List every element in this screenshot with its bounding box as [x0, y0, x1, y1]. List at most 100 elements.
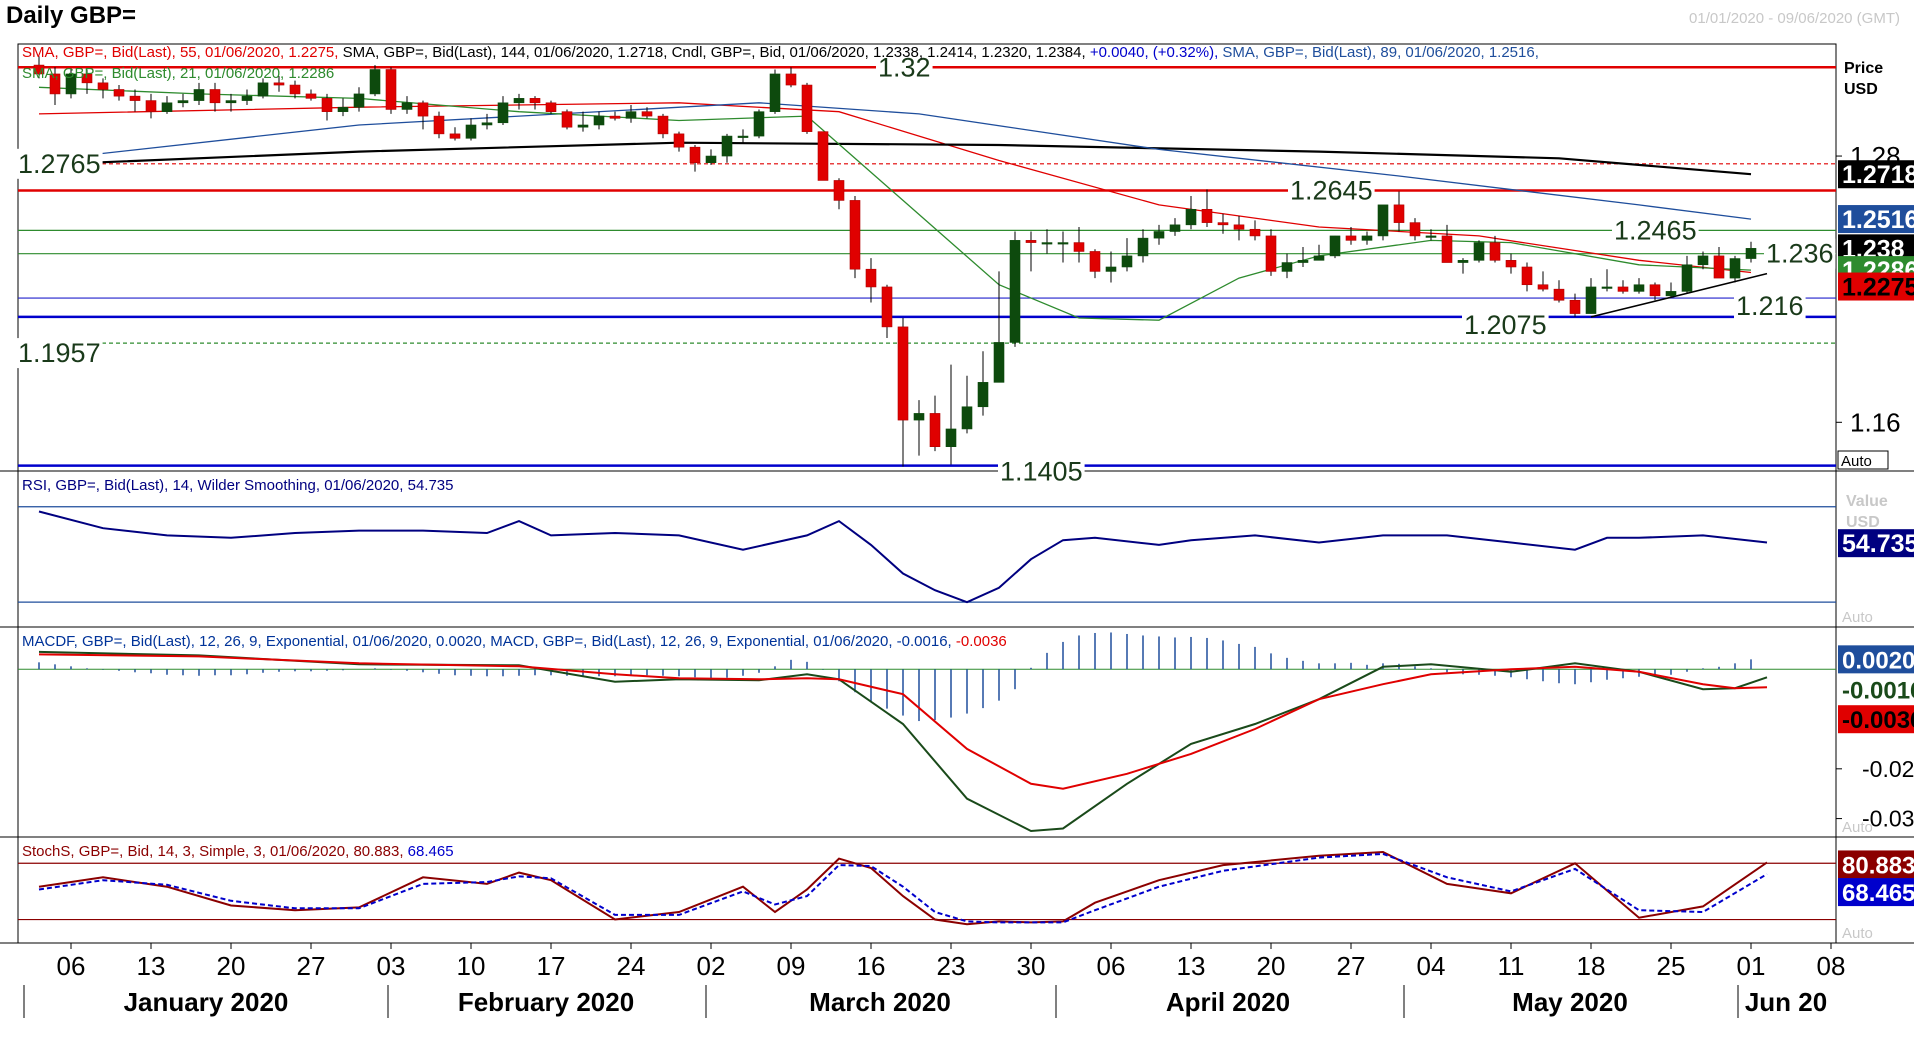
candle-body	[417, 102, 429, 117]
legend-segment: SMA, GBP=, Bid(Last), 144, 01/06/2020, 1…	[338, 44, 667, 61]
candles	[33, 56, 1757, 467]
price-tag	[1838, 675, 1914, 704]
price-tag-label: 68.465	[1842, 880, 1914, 907]
candle-body	[1329, 235, 1341, 257]
candle-body	[801, 84, 813, 132]
legend-text: StochS, GBP=, Bid, 14, 3, Simple, 3, 01/…	[22, 843, 454, 860]
level-label-bg	[16, 338, 103, 369]
price-tag-label: -0.0016	[1842, 677, 1914, 704]
stoch-line	[38, 852, 1768, 924]
month-label: February 2020	[458, 987, 634, 1017]
candle-body	[1649, 284, 1661, 297]
price-tag	[1838, 850, 1914, 879]
candle-body	[1249, 228, 1261, 237]
month-label: January 2020	[124, 987, 289, 1017]
candle-body	[193, 89, 205, 101]
candle-body	[865, 268, 877, 288]
legend-text: MACDF, GBP=, Bid(Last), 12, 26, 9, Expon…	[22, 633, 1007, 650]
candle-body	[81, 73, 93, 84]
candle-body	[1041, 242, 1053, 245]
candle-body	[1297, 260, 1309, 263]
price-tag	[1838, 878, 1914, 907]
candle-body	[721, 135, 733, 157]
candle-body	[577, 124, 589, 128]
month-label: March 2020	[809, 987, 951, 1017]
level-label-bg	[1462, 309, 1549, 340]
x-tick-label: 27	[1337, 951, 1366, 981]
month-label: May 2020	[1512, 987, 1628, 1017]
candle-body	[1009, 240, 1021, 343]
candle-body	[289, 84, 301, 95]
candle-body	[369, 69, 381, 95]
candle-body	[1377, 204, 1389, 237]
level-label-bg	[998, 456, 1085, 487]
price-tag-label: 1.2718	[1842, 161, 1914, 189]
x-tick-label: 06	[57, 951, 86, 981]
axis-tick-label: -0.02	[1862, 756, 1914, 782]
candle-body	[1313, 255, 1325, 261]
candle-body	[1713, 255, 1725, 279]
price-tag	[1838, 645, 1914, 674]
month-label: Jun 20	[1745, 987, 1827, 1017]
legend-segment: MACDF, GBP=, Bid(Last), 12, 26, 9, Expon…	[22, 633, 486, 650]
legend-text: SMA, GBP=, Bid(Last), 55, 01/06/2020, 1.…	[22, 44, 1539, 61]
price-tag	[1838, 160, 1914, 189]
candle-body	[497, 102, 509, 124]
legend-segment: +0.0040, (+0.32%),	[1086, 44, 1219, 61]
candle-body	[33, 64, 45, 75]
scale-mode-label: Auto	[1841, 453, 1872, 470]
rsi-legend: RSI, GBP=, Bid(Last), 14, Wilder Smoothi…	[22, 477, 454, 494]
candle-body	[1553, 288, 1565, 301]
axis-title: Price	[1844, 60, 1883, 77]
scale-mode-label: Auto	[1842, 819, 1873, 836]
price-tag-label: 1.2275	[1842, 274, 1914, 302]
candle-body	[1217, 222, 1229, 226]
price-tag	[1838, 272, 1914, 301]
price-tag-label: 0.0020	[1842, 647, 1914, 674]
x-tick-label: 08	[1817, 951, 1846, 981]
x-tick-label: 18	[1577, 951, 1606, 981]
candle-body	[1505, 260, 1517, 268]
candle-body	[353, 93, 365, 108]
candle-body	[1025, 240, 1037, 243]
candle-body	[529, 98, 541, 104]
price-tag-label: 54.735	[1842, 530, 1914, 558]
x-tick-label: 06	[1097, 951, 1126, 981]
candle-body	[705, 155, 717, 164]
candle-body	[1633, 284, 1645, 292]
candle-body	[785, 73, 797, 86]
candle-body	[129, 95, 141, 101]
candle-body	[1345, 235, 1357, 241]
level-label: 1.1405	[1000, 457, 1083, 487]
x-tick-label: 13	[1177, 951, 1206, 981]
stoch-line	[38, 850, 1768, 926]
candle-body	[1121, 255, 1133, 268]
level-label: 1.2465	[1614, 215, 1697, 245]
axis-tick-label: -0.03	[1862, 806, 1914, 832]
candle-body	[321, 98, 333, 112]
level-label-bg	[1734, 291, 1806, 322]
rsi-line	[38, 510, 1768, 604]
candle-body	[769, 73, 781, 112]
candle-body	[1441, 235, 1453, 263]
candle-body	[1409, 222, 1421, 237]
candle-body	[849, 200, 861, 270]
scale-mode-label: Auto	[1842, 609, 1873, 626]
candle-body	[145, 100, 157, 112]
candle-body	[753, 111, 765, 137]
candle-body	[1473, 242, 1485, 261]
x-tick-label: 30	[1017, 951, 1046, 981]
legend-segment: StochS, GBP=, Bid, 14, 3, Simple, 3, 01/…	[22, 843, 404, 860]
x-tick-label: 01	[1737, 951, 1766, 981]
level-label: 1.2645	[1290, 175, 1373, 205]
candle-body	[1457, 260, 1469, 263]
candle-body	[513, 98, 525, 104]
level-label-bg	[1612, 215, 1699, 246]
candle-body	[737, 135, 749, 138]
x-tick-label: 25	[1657, 951, 1686, 981]
candle-body	[1393, 204, 1405, 223]
candle-body	[1745, 248, 1757, 259]
moving-average-line	[38, 86, 1752, 321]
